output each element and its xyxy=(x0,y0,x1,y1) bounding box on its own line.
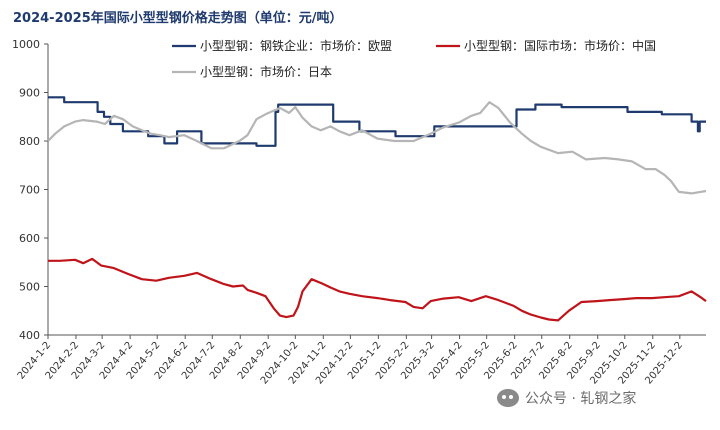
series-group xyxy=(47,96,707,322)
y-tick-label: 1000 xyxy=(12,38,40,51)
y-tick-label: 700 xyxy=(19,184,40,197)
y-tick-label: 400 xyxy=(19,329,40,342)
watermark: 公众号 · 轧钢之家 xyxy=(497,388,636,408)
y-axis: 400 500 600 700 800 900 1000 xyxy=(12,38,49,342)
x-axis: 2024-1-22024-2-22024-3-22024-4-22024-5-2… xyxy=(16,334,706,387)
legend-label-1: 小型型钢：钢铁企业：市场价：欧盟 xyxy=(200,38,392,53)
series-line-1 xyxy=(48,96,706,147)
y-tick-label: 900 xyxy=(19,87,40,100)
y-tick-label: 800 xyxy=(19,135,40,148)
legend: 小型型钢：钢铁企业：市场价：欧盟 小型型钢：国际市场：市场价：中国小型型钢：市场价… xyxy=(172,38,656,79)
watermark-text: 公众号 · 轧钢之家 xyxy=(525,391,637,407)
legend-label-2: 小型型钢：国际市场：市场价：中国 xyxy=(464,38,656,53)
series-line-2 xyxy=(48,257,707,322)
wechat-icon xyxy=(497,389,519,407)
y-tick-label: 500 xyxy=(19,281,40,294)
y-tick-label: 600 xyxy=(19,232,40,245)
series-line-3 xyxy=(47,101,707,195)
legend-label-3: 小型型钢：市场价：日本 xyxy=(200,64,332,79)
chart-title: 2024-2025年国际小型型钢价格走势图（单位：元/吨） xyxy=(13,11,343,26)
